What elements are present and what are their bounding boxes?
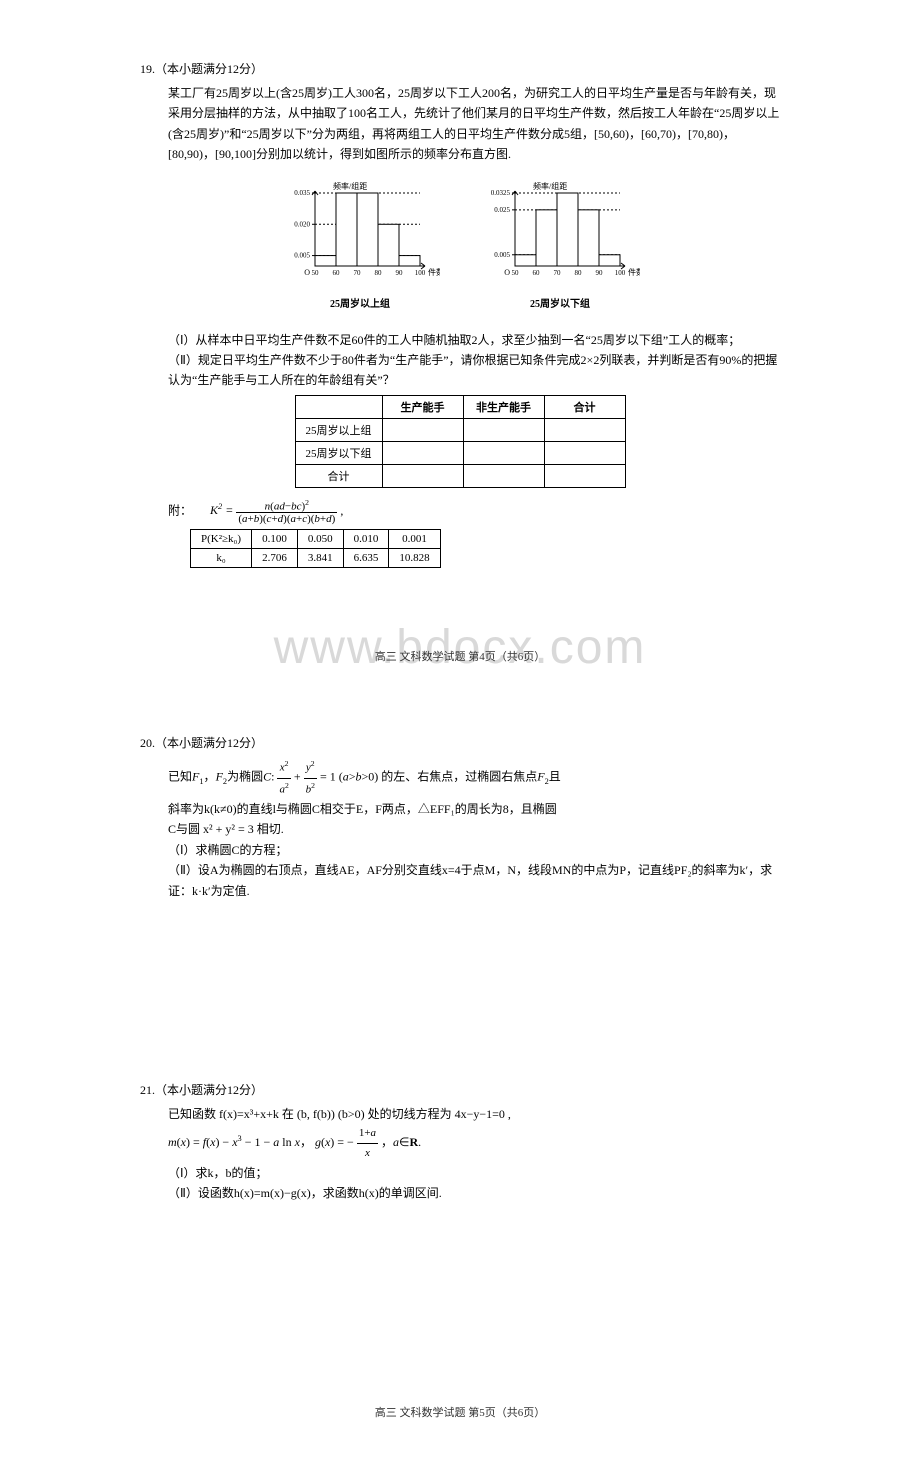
svg-text:90: 90 — [396, 269, 404, 277]
svg-text:60: 60 — [333, 269, 341, 277]
svg-text:80: 80 — [575, 269, 583, 277]
svg-text:70: 70 — [554, 269, 562, 277]
svg-text:0.025: 0.025 — [494, 205, 510, 213]
hist1-bottom-label: 25周岁以上组 — [280, 295, 440, 310]
kt-r1c3: 0.010 — [343, 530, 389, 549]
svg-text:频率/组距: 频率/组距 — [533, 181, 567, 191]
q21-line1: 已知函数 f(x)=x³+x+k 在 (b, f(b)) (b>0) 处的切线方… — [168, 1104, 780, 1124]
svg-text:50: 50 — [512, 269, 520, 277]
q19-intro: 某工厂有25周岁以上(含25周岁)工人300名，25周岁以下工人200名，为研究… — [168, 83, 780, 165]
kt-r2c2: 3.841 — [297, 549, 343, 568]
kt-r1c1: 0.100 — [252, 530, 298, 549]
q20-part1: （Ⅰ）求椭圆C的方程； — [168, 840, 780, 860]
svg-text:件数: 件数 — [428, 267, 440, 277]
ct-h0 — [295, 395, 382, 418]
svg-text:70: 70 — [354, 269, 362, 277]
page-5: 20.（本小题满分12分） 已知F1，F2为椭圆C: x2a2 + y2b2 =… — [0, 704, 920, 1459]
ct-h1: 生产能手 — [382, 395, 463, 418]
q21-part1: （Ⅰ）求k，b的值； — [168, 1163, 780, 1183]
svg-text:件数: 件数 — [628, 267, 640, 277]
k-table: P(K²≥k₀) 0.100 0.050 0.010 0.001 k₀ 2.70… — [190, 529, 441, 568]
histogram-2: 频率/组距 0.005 0.025 0.0325 50 60 70 80 90 100件数 O 25… — [480, 181, 640, 310]
svg-text:0.020: 0.020 — [294, 220, 310, 228]
svg-text:频率/组距: 频率/组距 — [333, 181, 367, 191]
q20-line2: 斜率为k(k≠0)的直线l与椭圆C相交于E，F两点，△EFF₁的周长为8，且椭圆 — [168, 799, 780, 819]
kt-r2c3: 6.635 — [343, 549, 389, 568]
ct-cell — [463, 441, 544, 464]
ct-cell — [544, 418, 625, 441]
kt-r2c0: k₀ — [191, 549, 252, 568]
ct-cell — [382, 418, 463, 441]
svg-text:60: 60 — [533, 269, 541, 277]
ct-cell — [463, 418, 544, 441]
svg-text:50: 50 — [312, 269, 320, 277]
q20-part2: （Ⅱ）设A为椭圆的右顶点，直线AE，AF分别交直线x=4于点M，N，线段MN的中… — [168, 860, 780, 901]
svg-text:100: 100 — [615, 269, 626, 277]
contingency-table: 生产能手 非生产能手 合计 25周岁以上组 25周岁以下组 合计 — [295, 395, 626, 488]
histograms: 频率/组距0.0050.0200.0355060708090100件数O 25周… — [140, 181, 780, 310]
ct-r0: 25周岁以上组 — [295, 418, 382, 441]
formula-block: 附： K2 = n(ad−bc)2 (a+b)(c+d)(a+c)(b+d) , — [168, 498, 780, 526]
hist2-bottom-label: 25周岁以下组 — [480, 295, 640, 310]
svg-text:0.005: 0.005 — [494, 250, 510, 258]
q21-part2: （Ⅱ）设函数h(x)=m(x)−g(x)，求函数h(x)的单调区间. — [168, 1183, 780, 1203]
ct-cell — [382, 441, 463, 464]
kt-r1c0: P(K²≥k₀) — [191, 530, 252, 549]
kt-r1c4: 0.001 — [389, 530, 440, 549]
attach-label: 附： — [168, 503, 192, 517]
q20-line1: 已知F1，F2为椭圆C: x2a2 + y2b2 = 1 (a>b>0) 的左、… — [168, 757, 780, 799]
q19-part2: （Ⅱ）规定日平均生产件数不少于80件者为“生产能手”，请你根据已知条件完成2×2… — [168, 350, 780, 391]
ct-cell — [544, 464, 625, 487]
kt-r2c4: 10.828 — [389, 549, 440, 568]
q20-line3: C与圆 x² + y² = 3 相切. — [168, 819, 780, 839]
svg-text:0.035: 0.035 — [294, 189, 310, 197]
histogram-1: 频率/组距 0.005 0.020 0.035 50 60 70 80 90 100件数 O 25周… — [280, 181, 440, 310]
svg-text:90: 90 — [596, 269, 604, 277]
ct-cell — [544, 441, 625, 464]
svg-text:80: 80 — [375, 269, 383, 277]
ct-h3: 合计 — [544, 395, 625, 418]
svg-text:0.005: 0.005 — [294, 251, 310, 259]
svg-text:O: O — [304, 268, 310, 277]
ct-r2: 合计 — [295, 464, 382, 487]
ct-r1: 25周岁以下组 — [295, 441, 382, 464]
page-4: www.bdocx.com 19.（本小题满分12分） 某工厂有25周岁以上(含… — [0, 0, 920, 704]
kt-r2c1: 2.706 — [252, 549, 298, 568]
svg-text:100: 100 — [415, 269, 426, 277]
svg-text:0.0325: 0.0325 — [491, 189, 511, 197]
kt-r1c2: 0.050 — [297, 530, 343, 549]
q20-header: 20.（本小题满分12分） — [140, 734, 780, 751]
page-4-footer: 高三 文科数学试题 第4页（共6页） — [140, 648, 780, 664]
q19-header: 19.（本小题满分12分） — [140, 60, 780, 77]
ct-cell — [463, 464, 544, 487]
page-5-footer: 高三 文科数学试题 第5页（共6页） — [140, 1404, 780, 1420]
q21-header: 21.（本小题满分12分） — [140, 1081, 780, 1098]
svg-text:O: O — [504, 268, 510, 277]
ct-cell — [382, 464, 463, 487]
q19-part1: （Ⅰ）从样本中日平均生产件数不足60件的工人中随机抽取2人，求至少抽到一名“25… — [168, 330, 780, 350]
ct-h2: 非生产能手 — [463, 395, 544, 418]
q21-line2: m(x) = f(x) − x3 − 1 − a ln x， g(x) = − … — [168, 1124, 780, 1162]
